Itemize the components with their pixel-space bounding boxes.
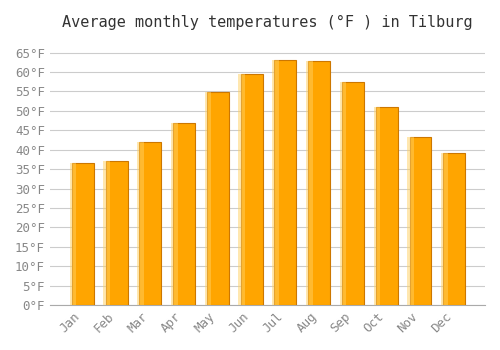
Bar bbox=[306, 61, 312, 305]
Bar bbox=[238, 74, 245, 305]
Bar bbox=[272, 60, 279, 305]
Bar bbox=[274, 60, 296, 305]
Bar bbox=[173, 123, 195, 305]
Bar bbox=[207, 92, 229, 305]
Bar bbox=[308, 61, 330, 305]
Bar bbox=[140, 141, 162, 305]
Title: Average monthly temperatures (°F ) in Tilburg: Average monthly temperatures (°F ) in Ti… bbox=[62, 15, 472, 30]
Bar bbox=[70, 163, 76, 305]
Bar bbox=[376, 106, 398, 305]
Bar bbox=[444, 153, 465, 305]
Bar bbox=[410, 137, 432, 305]
Bar bbox=[104, 161, 110, 305]
Bar bbox=[72, 163, 94, 305]
Bar bbox=[408, 137, 414, 305]
Bar bbox=[137, 141, 144, 305]
Bar bbox=[171, 123, 177, 305]
Bar bbox=[441, 153, 448, 305]
Bar bbox=[340, 82, 346, 305]
Bar bbox=[106, 161, 128, 305]
Bar bbox=[342, 82, 364, 305]
Bar bbox=[204, 92, 212, 305]
Bar bbox=[240, 74, 262, 305]
Bar bbox=[374, 106, 380, 305]
